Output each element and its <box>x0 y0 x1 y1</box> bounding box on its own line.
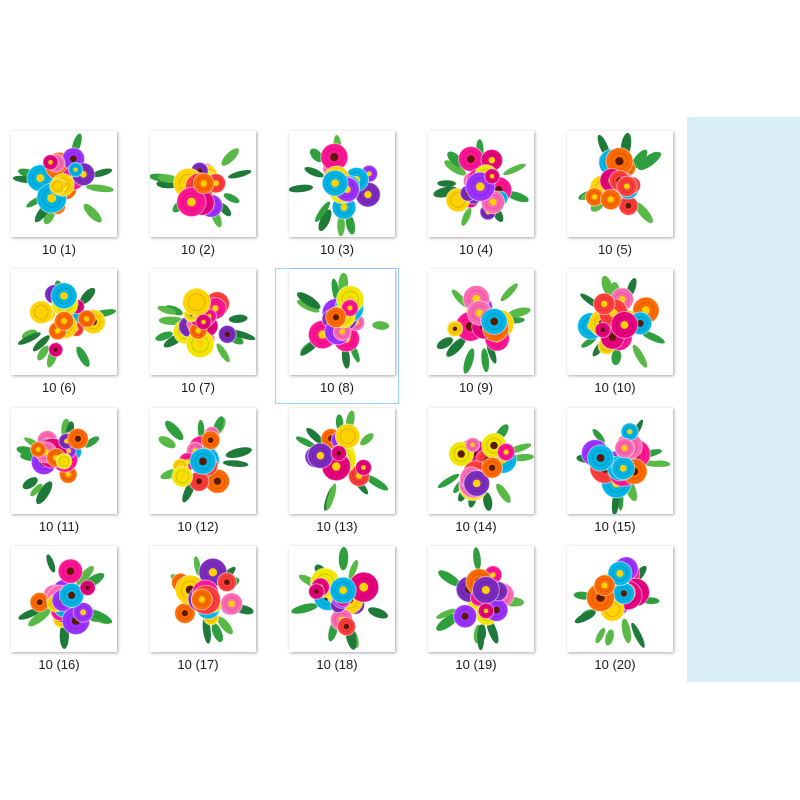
file-tile[interactable]: 10 (8) <box>275 268 399 404</box>
flower-bouquet-thumbnail[interactable] <box>428 131 534 237</box>
file-tile[interactable]: 10 (14) <box>414 407 538 543</box>
flower-bouquet-thumbnail[interactable] <box>150 269 256 375</box>
file-tile[interactable]: 10 (19) <box>414 545 538 681</box>
file-tile[interactable]: 10 (6) <box>0 268 121 404</box>
flower-bouquet-thumbnail[interactable] <box>289 546 395 652</box>
file-tile[interactable]: 10 (13) <box>275 407 399 543</box>
file-name: 10 (5) <box>598 242 632 257</box>
file-name: 10 (11) <box>38 519 80 534</box>
file-name: 10 (14) <box>455 519 497 534</box>
file-name: 10 (20) <box>594 657 636 672</box>
file-tile[interactable]: 10 (2) <box>136 130 260 266</box>
flower-bouquet-thumbnail[interactable] <box>11 131 117 237</box>
file-name: 10 (7) <box>181 380 215 395</box>
file-tile[interactable]: 10 (20) <box>553 545 677 681</box>
flower-bouquet-thumbnail[interactable] <box>428 546 534 652</box>
file-name: 10 (4) <box>459 242 493 257</box>
flower-bouquet-thumbnail[interactable] <box>567 131 673 237</box>
file-tile[interactable]: 10 (1) <box>0 130 121 266</box>
file-grid: 10 (1) 10 (2) 10 (3) 10 (4) 10 (5) 10 (6) 10 (… <box>0 117 687 682</box>
file-name: 10 (6) <box>42 380 76 395</box>
file-tile[interactable]: 10 (16) <box>0 545 121 681</box>
file-name: 10 (9) <box>459 380 493 395</box>
file-tile[interactable]: 10 (9) <box>414 268 538 404</box>
flower-bouquet-thumbnail[interactable] <box>567 546 673 652</box>
file-tile[interactable]: 10 (3) <box>275 130 399 266</box>
file-tile[interactable]: 10 (12) <box>136 407 260 543</box>
flower-bouquet-thumbnail[interactable] <box>567 269 673 375</box>
flower-bouquet-thumbnail[interactable] <box>428 408 534 514</box>
file-tile[interactable]: 10 (4) <box>414 130 538 266</box>
file-name: 10 (12) <box>177 519 219 534</box>
file-tile[interactable]: 10 (5) <box>553 130 677 266</box>
file-name: 10 (17) <box>177 657 219 672</box>
side-panel <box>687 117 800 682</box>
file-name: 10 (18) <box>316 657 358 672</box>
file-name: 10 (16) <box>38 657 80 672</box>
file-name: 10 (13) <box>316 519 358 534</box>
file-tile[interactable]: 10 (7) <box>136 268 260 404</box>
flower-bouquet-thumbnail[interactable] <box>11 269 117 375</box>
file-name: 10 (1) <box>42 242 76 257</box>
file-name: 10 (8) <box>320 380 354 395</box>
flower-bouquet-thumbnail[interactable] <box>428 269 534 375</box>
file-name: 10 (10) <box>594 380 636 395</box>
flower-bouquet-thumbnail[interactable] <box>289 131 395 237</box>
file-name: 10 (2) <box>181 242 215 257</box>
file-tile[interactable]: 10 (17) <box>136 545 260 681</box>
flower-bouquet-thumbnail[interactable] <box>11 546 117 652</box>
file-tile[interactable]: 10 (18) <box>275 545 399 681</box>
file-tile[interactable]: 10 (10) <box>553 268 677 404</box>
file-tile[interactable]: 10 (15) <box>553 407 677 543</box>
flower-bouquet-thumbnail[interactable] <box>150 408 256 514</box>
flower-bouquet-thumbnail[interactable] <box>150 546 256 652</box>
flower-bouquet-thumbnail[interactable] <box>567 408 673 514</box>
flower-bouquet-thumbnail[interactable] <box>289 269 395 375</box>
flower-bouquet-thumbnail[interactable] <box>150 131 256 237</box>
flower-bouquet-thumbnail[interactable] <box>11 408 117 514</box>
file-name: 10 (15) <box>594 519 636 534</box>
flower-bouquet-thumbnail[interactable] <box>289 408 395 514</box>
file-tile[interactable]: 10 (11) <box>0 407 121 543</box>
file-name: 10 (19) <box>455 657 497 672</box>
file-name: 10 (3) <box>320 242 354 257</box>
